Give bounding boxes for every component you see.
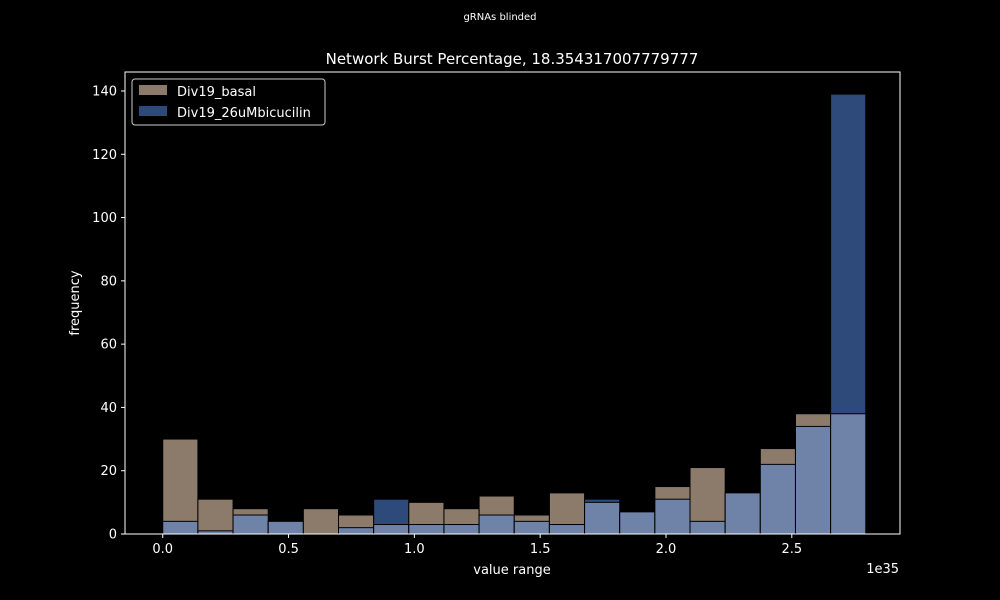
y-tick-label: 140	[92, 84, 117, 99]
x-tick-label: 1.0	[404, 542, 425, 557]
x-tick-label: 2.0	[656, 542, 677, 557]
bar-bicucilin	[478, 514, 515, 535]
bar-bicucilin	[619, 511, 656, 535]
bar-bicucilin	[443, 524, 480, 535]
bar-bicucilin	[724, 492, 761, 535]
bar-bicucilin	[548, 524, 586, 535]
bar-bicucilin	[513, 520, 550, 535]
bar-bicucilin	[654, 498, 691, 535]
bar-basal	[302, 508, 340, 535]
bar-bicucilin	[794, 425, 832, 535]
legend-swatch-bicucilin	[139, 106, 167, 116]
x-offset-label: 1e35	[866, 562, 899, 577]
y-tick-label: 80	[100, 274, 117, 289]
x-tick-label: 0.5	[278, 542, 299, 557]
bar-bicucilin	[759, 463, 796, 535]
x-axis-label: value range	[473, 563, 550, 578]
bar-basal	[584, 501, 621, 535]
legend: Div19_basal Div19_26uMbicucilin	[131, 78, 326, 126]
y-tick-label: 60	[100, 338, 117, 353]
y-tick-label: 20	[100, 464, 117, 479]
y-axis-label: frequency	[68, 270, 83, 336]
bar-basal	[197, 498, 234, 535]
bar-bicucilin	[232, 514, 269, 535]
bar-bicucilin	[338, 527, 375, 535]
legend-swatch-basal	[139, 85, 167, 95]
chart-title: Network Burst Percentage, 18.35431700777…	[326, 50, 699, 68]
y-tick-label: 0	[109, 528, 117, 543]
bar-bicucilin	[162, 520, 199, 535]
bar-bicucilin	[408, 524, 445, 535]
x-tick-label: 2.5	[781, 542, 802, 557]
x-tick-label: 0.0	[152, 542, 173, 557]
bar-basal	[830, 413, 867, 535]
legend-label-basal: Div19_basal	[177, 85, 256, 100]
figure-suptitle: gRNAs blinded	[463, 12, 536, 23]
x-tick-label: 1.5	[530, 542, 551, 557]
y-tick-label: 40	[100, 401, 117, 416]
legend-frame	[131, 78, 326, 126]
bar-basal	[162, 438, 199, 535]
bar-bicucilin	[267, 520, 304, 535]
y-tick-label: 120	[92, 148, 117, 163]
plot-area-frame	[124, 71, 901, 535]
legend-label-bicucilin: Div19_26uMbicucilin	[177, 106, 311, 121]
bar-bicucilin	[689, 520, 726, 535]
bar-basal	[373, 524, 410, 535]
y-tick-label: 100	[92, 211, 117, 226]
